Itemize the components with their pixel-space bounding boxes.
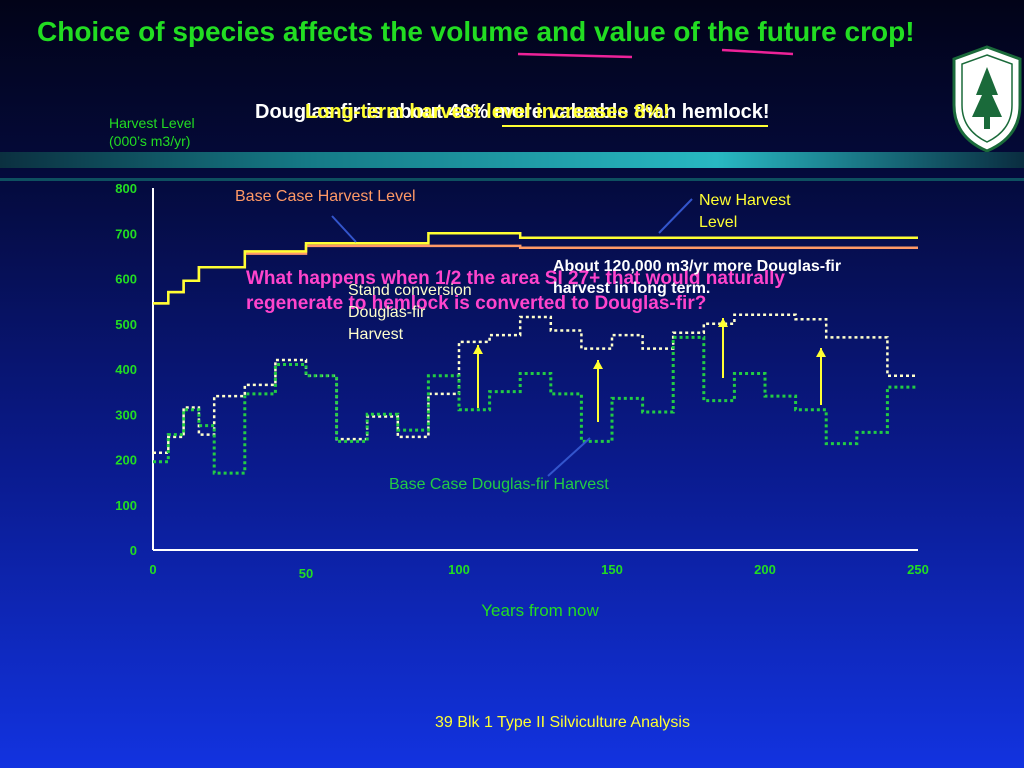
leader-base-case-df [547, 437, 591, 477]
gain-arrow-head [718, 318, 728, 327]
x-axis-title: Years from now [481, 601, 599, 620]
harvest-increase-statement: Long-term harvest level increases 8%! [305, 101, 670, 123]
series-stand-conversion [153, 313, 918, 454]
chart-series [153, 232, 918, 475]
y-tick-label: 300 [115, 407, 137, 422]
underline-volume [517, 52, 633, 59]
underline-value [721, 48, 794, 56]
gain-arrow-head [473, 345, 483, 354]
series-base-case-df [153, 335, 918, 475]
y-tick-label: 800 [115, 181, 137, 196]
leader-new-level [658, 198, 693, 234]
chart-axes [152, 188, 918, 551]
value-statement: Douglas-fir is about 40% more valuable t… [255, 101, 770, 123]
x-tick-label: 150 [601, 562, 623, 577]
underline-marks [502, 48, 794, 127]
y-tick-label: 500 [115, 317, 137, 332]
series-new-level [153, 232, 918, 305]
y-tick-label: 600 [115, 272, 137, 287]
x-tick-label: 250 [907, 562, 929, 577]
x-tick-label: 50 [299, 566, 313, 581]
gain-arrow-head [816, 348, 826, 357]
y-tick-label: 100 [115, 498, 137, 513]
annotation-base-case-df: Base Case Douglas-fir Harvest [389, 476, 609, 493]
slide-footer: 39 Blk 1 Type II Silviculture Analysis [435, 714, 690, 731]
x-tick-label: 0 [149, 562, 156, 577]
annotation-base-case-level: Base Case Harvest Level [235, 188, 416, 205]
chart-leader-lines [331, 198, 693, 477]
chart-arrows [473, 318, 826, 422]
gain-arrow-head [593, 360, 603, 369]
y-tick-label: 200 [115, 453, 137, 468]
chart-ticks: 0 100 200 300 400 500 600 700 800 0 50 100 150 200 250 [115, 181, 929, 581]
annotation-stand-conversion: Stand conversion Douglas-fir Harvest [348, 282, 472, 343]
x-tick-label: 100 [448, 562, 470, 577]
annotation-new-level: New Harvest Level [699, 192, 791, 231]
y-axis-title: Harvest Level (000’s m3/yr) [109, 115, 195, 149]
slide-title: Choice of species affects the volume and… [37, 16, 915, 47]
y-tick-label: 0 [130, 543, 137, 558]
y-tick-label: 400 [115, 362, 137, 377]
question-text: What happens when 1/2 the area SI 27+ th… [246, 268, 785, 314]
x-tick-label: 200 [754, 562, 776, 577]
annotation-about-more: About 120,000 m3/yr more Douglas-fir har… [553, 258, 842, 297]
forest-service-logo [952, 45, 1022, 153]
decorative-stripe [0, 152, 1024, 168]
decorative-stripe-line [0, 178, 1024, 181]
y-tick-label: 700 [115, 226, 137, 241]
leader-base-case-level [331, 215, 357, 243]
